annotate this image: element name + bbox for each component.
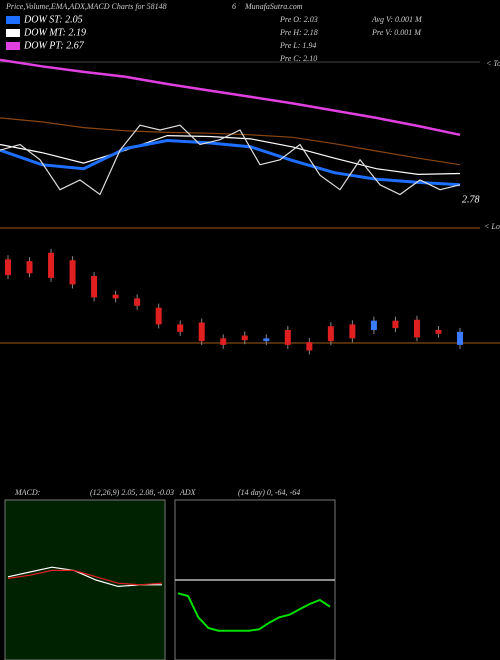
series-line: [0, 138, 461, 187]
candle: [435, 329, 442, 334]
tops-label: < Tops: [486, 59, 500, 68]
candle: [198, 322, 205, 342]
candle: [284, 329, 291, 345]
candle: [306, 342, 313, 351]
stat: Avg V: 0.001 M: [371, 15, 423, 24]
candle: [48, 252, 55, 278]
legend-label: DOW MT: 2.19: [23, 27, 86, 38]
title: Price,Volume,EMA,ADX,MACD Charts for 581…: [5, 2, 167, 11]
series-line: [0, 117, 461, 166]
price-label: 2.78: [462, 194, 480, 205]
candle: [349, 324, 356, 339]
candle: [69, 260, 76, 285]
candle: [155, 307, 162, 325]
stat: Pre O: 2.03: [279, 15, 318, 24]
stat: Pre L: 1.94: [279, 41, 316, 50]
candle: [413, 319, 420, 338]
series-line: [7, 569, 163, 586]
candle: [177, 324, 184, 332]
macd-panel: [4, 499, 166, 660]
adx-params: (14 day) 0, -64, -64: [238, 488, 300, 497]
legend-label: DOW ST: 2.05: [23, 14, 83, 25]
stat: Pre V: 0.001 M: [371, 28, 422, 37]
legend-swatch: [6, 16, 20, 24]
candle: [220, 338, 227, 345]
candle: [26, 261, 33, 274]
series-line: [177, 592, 331, 632]
candle: [370, 320, 377, 330]
stat: Pre C: 2.10: [279, 54, 317, 63]
series-line: [0, 58, 461, 137]
series-line: [0, 134, 461, 176]
code: 6: [232, 2, 236, 11]
candle: [457, 331, 463, 345]
stat: Pre H: 2.18: [279, 28, 318, 37]
candle: [91, 276, 98, 298]
lows-label: < Lows: [484, 222, 500, 231]
adx-title: ADX: [179, 488, 197, 497]
candle: [134, 298, 141, 306]
candle: [241, 335, 248, 341]
candle: [392, 320, 399, 329]
macd-params: (12,26,9) 2.05, 2.08, -0.03: [90, 488, 174, 497]
candle: [5, 259, 11, 276]
site: MunafaSutra.com: [244, 2, 303, 11]
macd-title: MACD:: [14, 488, 41, 497]
legend-swatch: [6, 29, 20, 37]
legend-label: DOW PT: 2.67: [23, 40, 85, 51]
candle: [263, 338, 270, 342]
series-line: [0, 124, 461, 196]
candle: [112, 294, 119, 299]
legend-swatch: [6, 42, 20, 50]
candle: [327, 326, 334, 342]
